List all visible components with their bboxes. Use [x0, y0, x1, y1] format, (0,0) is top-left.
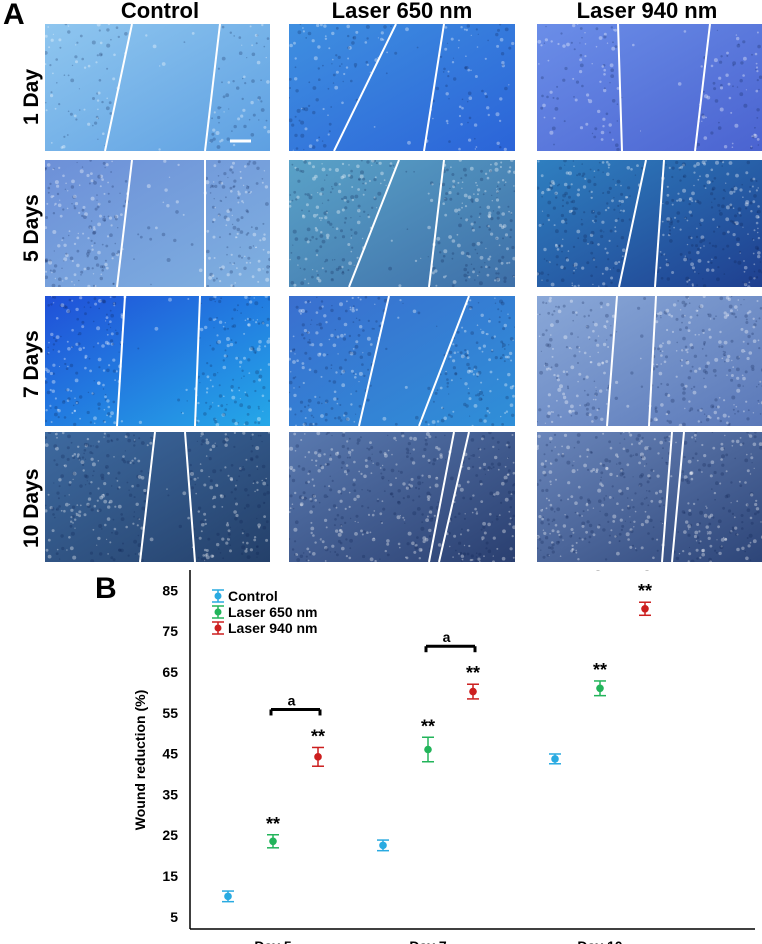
y-tick-label: 25: [162, 827, 178, 843]
data-point: [224, 892, 232, 901]
y-tick-label: 65: [162, 664, 178, 680]
bracket-label: a: [288, 692, 296, 708]
y-tick-label: 35: [162, 786, 178, 802]
data-point: [379, 841, 387, 850]
data-point: [641, 604, 649, 613]
significance-label: **: [266, 814, 280, 834]
micrograph-1-day-laser-650: [289, 24, 515, 151]
micrograph-10-days-laser-650: [289, 432, 515, 562]
chart-marks: ************aaa: [222, 570, 652, 903]
data-point: [424, 745, 432, 754]
row-label-1-day: 1 Day: [20, 68, 43, 125]
column-header-laser-650: Laser 650 nm: [331, 0, 473, 23]
significance-label: **: [593, 660, 607, 680]
y-axis-label: Wound reduction (%): [132, 690, 148, 831]
x-tick-label: Day 10: [577, 938, 622, 944]
data-point: [469, 687, 477, 696]
x-tick-label: Day 5: [254, 938, 292, 944]
y-tick-label: 5: [170, 909, 178, 925]
wound-reduction-chart: 5 15 25 35 45 55 65 75 85 Wound reduction (%) Day …: [132, 570, 755, 944]
micrograph-1-day-control: [45, 24, 270, 151]
panel-a-letter: A: [3, 0, 25, 31]
significance-label: **: [638, 581, 652, 601]
data-point: [596, 684, 604, 693]
y-tick-label: 55: [162, 705, 178, 721]
panel-b-letter: B: [95, 572, 117, 605]
micrograph-5-days-laser-940: [537, 160, 762, 287]
micrograph-10-days-control: [45, 432, 270, 562]
bracket-label: a: [443, 629, 451, 645]
column-header-laser-940: Laser 940 nm: [576, 0, 718, 23]
row-label-7-days: 7 Days: [20, 330, 43, 398]
data-point: [551, 755, 559, 763]
legend-marker: [214, 624, 222, 632]
legend-label: Laser 650 nm: [228, 604, 318, 620]
micrograph-7-days-laser-650: [289, 296, 515, 426]
legend-marker: [214, 592, 222, 600]
legend-label: Control: [228, 588, 278, 604]
x-tick-label: Day 7: [409, 938, 447, 944]
legend-label: Laser 940 nm: [228, 620, 318, 636]
legend-marker: [214, 608, 222, 616]
data-point: [314, 753, 322, 761]
y-tick-label: 75: [162, 623, 178, 639]
chart-axes: 5 15 25 35 45 55 65 75 85 Wound reduction (%) Day …: [132, 570, 755, 944]
row-label-10-days: 10 Days: [20, 468, 43, 548]
y-tick-label: 85: [162, 582, 178, 598]
micrograph-5-days-control: [45, 160, 270, 287]
column-header-control: Control: [120, 0, 200, 23]
significance-label: **: [421, 716, 435, 736]
micrograph-10-days-laser-940: [537, 432, 762, 562]
significance-label: **: [466, 663, 480, 683]
micrograph-7-days-laser-940: [537, 296, 762, 426]
micrograph-1-day-laser-940: [537, 24, 762, 151]
data-point: [269, 837, 277, 846]
micrograph-5-days-laser-650: [289, 160, 515, 287]
row-label-5-days: 5 Days: [20, 194, 43, 262]
y-tick-label: 15: [162, 868, 178, 884]
y-tick-label: 45: [162, 746, 178, 762]
micrograph-7-days-control: [45, 296, 270, 426]
significance-label: **: [311, 726, 325, 746]
